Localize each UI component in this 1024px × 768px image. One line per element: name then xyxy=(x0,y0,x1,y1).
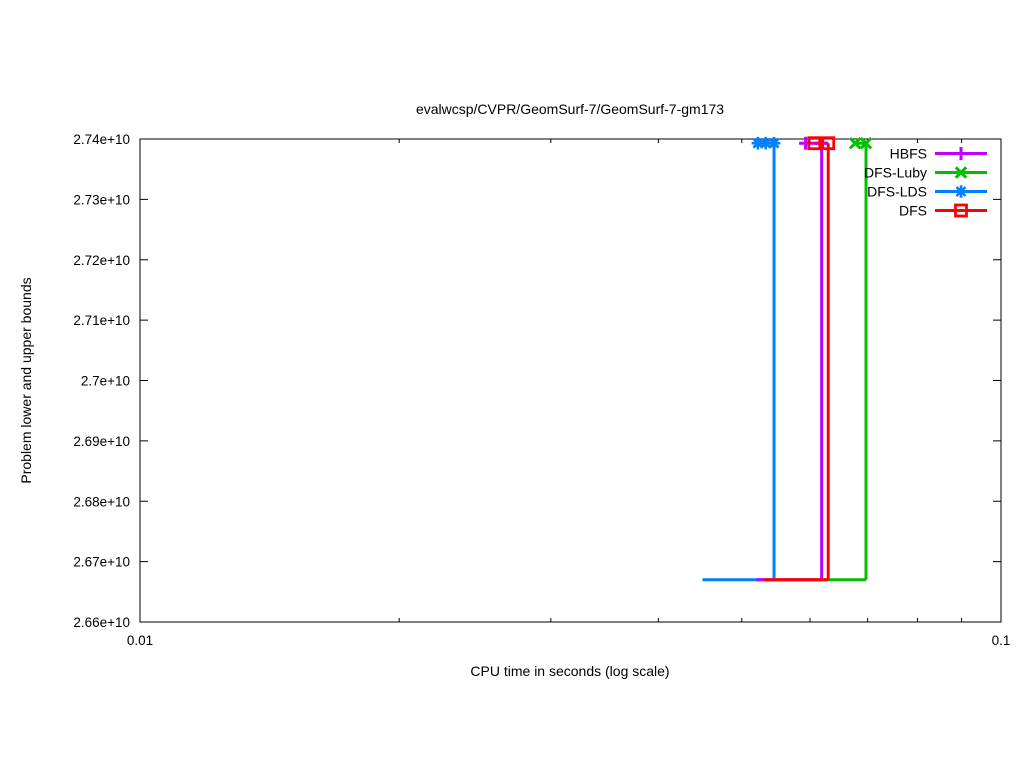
plot-frame xyxy=(139,138,1002,623)
y-axis-label: Problem lower and upper bounds xyxy=(18,277,34,483)
y-tick-label: 2.69e+10 xyxy=(73,434,130,449)
legend-label: DFS-Luby xyxy=(864,165,927,181)
legend-entry-HBFS: HBFS xyxy=(890,146,987,162)
DFS-marker-square-icon xyxy=(807,136,822,151)
y-tick-label: 2.66e+10 xyxy=(73,615,130,630)
chart-title: evalwcsp/CVPR/GeomSurf-7/GeomSurf-7-gm17… xyxy=(416,101,724,117)
series-line-DFS-Luby xyxy=(764,141,868,582)
legend-entry-DFS-LDS: DFS-LDS xyxy=(867,184,987,200)
DFS-marker-square-icon xyxy=(821,136,836,151)
legend-label: DFS-LDS xyxy=(867,184,927,200)
x-tick-label: 0.1 xyxy=(992,633,1011,648)
y-tick-label: 2.74e+10 xyxy=(73,132,130,147)
y-tick-label: 2.68e+10 xyxy=(73,494,130,509)
series-layer xyxy=(702,136,873,582)
axis-ticks: 2.66e+10 2.67e+10 2.68e+10 2.69e+10 2.7e+10 2… xyxy=(73,132,1010,648)
DFS-LDS-marker-asterisk-icon xyxy=(751,136,765,150)
legend-marker-asterisk-icon xyxy=(954,185,968,198)
legend-marker-square-icon xyxy=(954,203,968,218)
series-line-DFS-LDS xyxy=(702,141,776,582)
legend: HBFS DFS-Luby DFS-LDS DFS xyxy=(864,146,987,219)
y-tick-label: 2.72e+10 xyxy=(73,253,130,268)
legend-label: DFS xyxy=(899,203,927,219)
y-tick-label: 2.67e+10 xyxy=(73,555,130,570)
plot-border xyxy=(139,138,1002,623)
y-tick-label: 2.71e+10 xyxy=(73,313,130,328)
legend-marker-cross-icon xyxy=(954,166,968,179)
x-tick-label: 0.01 xyxy=(127,633,153,648)
DFS-Luby-marker-cross-icon xyxy=(848,136,862,150)
DFS-LDS-marker-asterisk-icon xyxy=(759,136,773,150)
y-tick-label: 2.73e+10 xyxy=(73,192,130,207)
DFS-Luby-marker-cross-icon xyxy=(859,136,873,150)
x-axis-label: CPU time in seconds (log scale) xyxy=(470,663,669,679)
series-line-HBFS xyxy=(756,141,824,582)
legend-marker-plus-icon xyxy=(954,147,968,160)
legend-label: HBFS xyxy=(890,146,927,162)
DFS-LDS-marker-asterisk-icon xyxy=(767,136,781,150)
y-tick-label: 2.7e+10 xyxy=(81,374,130,389)
legend-entry-DFS: DFS xyxy=(899,203,987,219)
legend-entry-DFS-Luby: DFS-Luby xyxy=(864,165,987,181)
